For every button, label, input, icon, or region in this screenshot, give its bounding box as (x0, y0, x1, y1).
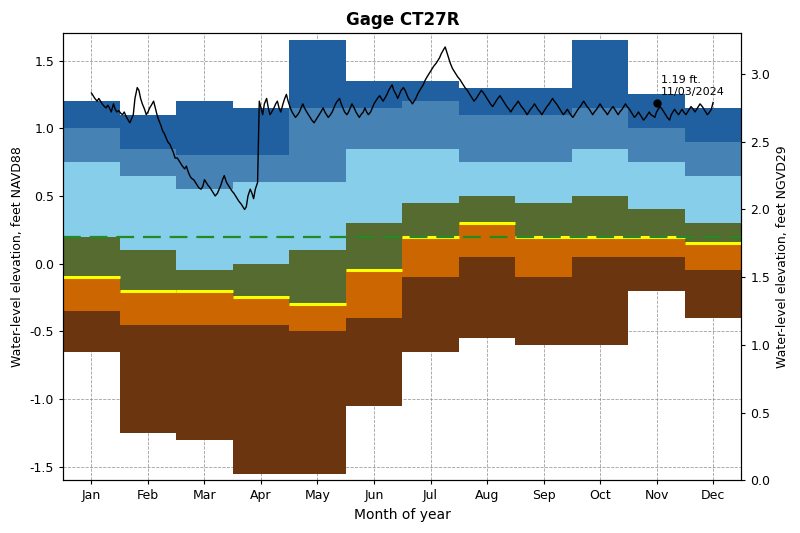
Text: 1.19 ft.
11/03/2024: 1.19 ft. 11/03/2024 (661, 76, 725, 97)
Bar (685, 244, 742, 270)
Bar (120, 115, 176, 149)
Bar (120, 290, 176, 325)
Bar (176, 270, 233, 290)
Bar (572, 237, 628, 257)
Bar (176, 101, 233, 155)
Bar (458, 162, 515, 196)
Bar (628, 128, 685, 162)
Bar (458, 223, 515, 257)
Bar (176, 189, 233, 270)
Bar (346, 318, 402, 406)
Bar (120, 250, 176, 290)
Bar (290, 40, 346, 108)
Bar (63, 128, 120, 162)
Bar (628, 162, 685, 209)
Bar (628, 209, 685, 237)
Bar (402, 237, 458, 277)
Bar (515, 237, 572, 277)
Bar (458, 257, 515, 338)
Bar (63, 311, 120, 352)
Bar (120, 176, 176, 250)
Bar (515, 87, 572, 115)
Bar (63, 162, 120, 237)
Bar (685, 142, 742, 176)
Bar (572, 108, 628, 149)
Bar (346, 108, 402, 149)
Bar (63, 237, 120, 277)
Bar (458, 115, 515, 162)
Bar (402, 81, 458, 101)
Bar (685, 176, 742, 223)
Bar (290, 182, 346, 250)
Bar (628, 94, 685, 128)
Bar (233, 182, 290, 264)
Bar (685, 108, 742, 142)
Bar (572, 257, 628, 345)
Bar (572, 196, 628, 237)
Bar (63, 277, 120, 311)
Bar (176, 155, 233, 189)
Bar (346, 223, 402, 270)
Bar (402, 149, 458, 203)
Bar (572, 40, 628, 108)
Bar (120, 149, 176, 176)
Bar (233, 264, 290, 297)
Bar (63, 101, 120, 128)
Bar (233, 325, 290, 473)
Bar (233, 297, 290, 325)
Bar (290, 108, 346, 182)
Bar (290, 250, 346, 304)
Bar (458, 196, 515, 223)
Y-axis label: Water-level elevation, feet NGVD29: Water-level elevation, feet NGVD29 (776, 146, 789, 368)
Bar (120, 325, 176, 433)
Title: Gage CT27R: Gage CT27R (346, 11, 459, 29)
Bar (572, 149, 628, 196)
X-axis label: Month of year: Month of year (354, 508, 450, 522)
Bar (515, 115, 572, 162)
Bar (346, 270, 402, 318)
Bar (458, 87, 515, 115)
Y-axis label: Water-level elevation, feet NAVD88: Water-level elevation, feet NAVD88 (11, 147, 24, 367)
Bar (290, 332, 346, 473)
Bar (346, 81, 402, 108)
Bar (176, 325, 233, 440)
Bar (176, 290, 233, 325)
Bar (515, 162, 572, 203)
Bar (515, 203, 572, 237)
Bar (233, 108, 290, 155)
Bar (685, 270, 742, 318)
Bar (402, 203, 458, 237)
Bar (515, 277, 572, 345)
Bar (233, 155, 290, 182)
Bar (685, 223, 742, 244)
Bar (628, 257, 685, 290)
Bar (628, 237, 685, 257)
Bar (402, 277, 458, 352)
Bar (290, 304, 346, 332)
Bar (402, 101, 458, 149)
Bar (346, 149, 402, 223)
